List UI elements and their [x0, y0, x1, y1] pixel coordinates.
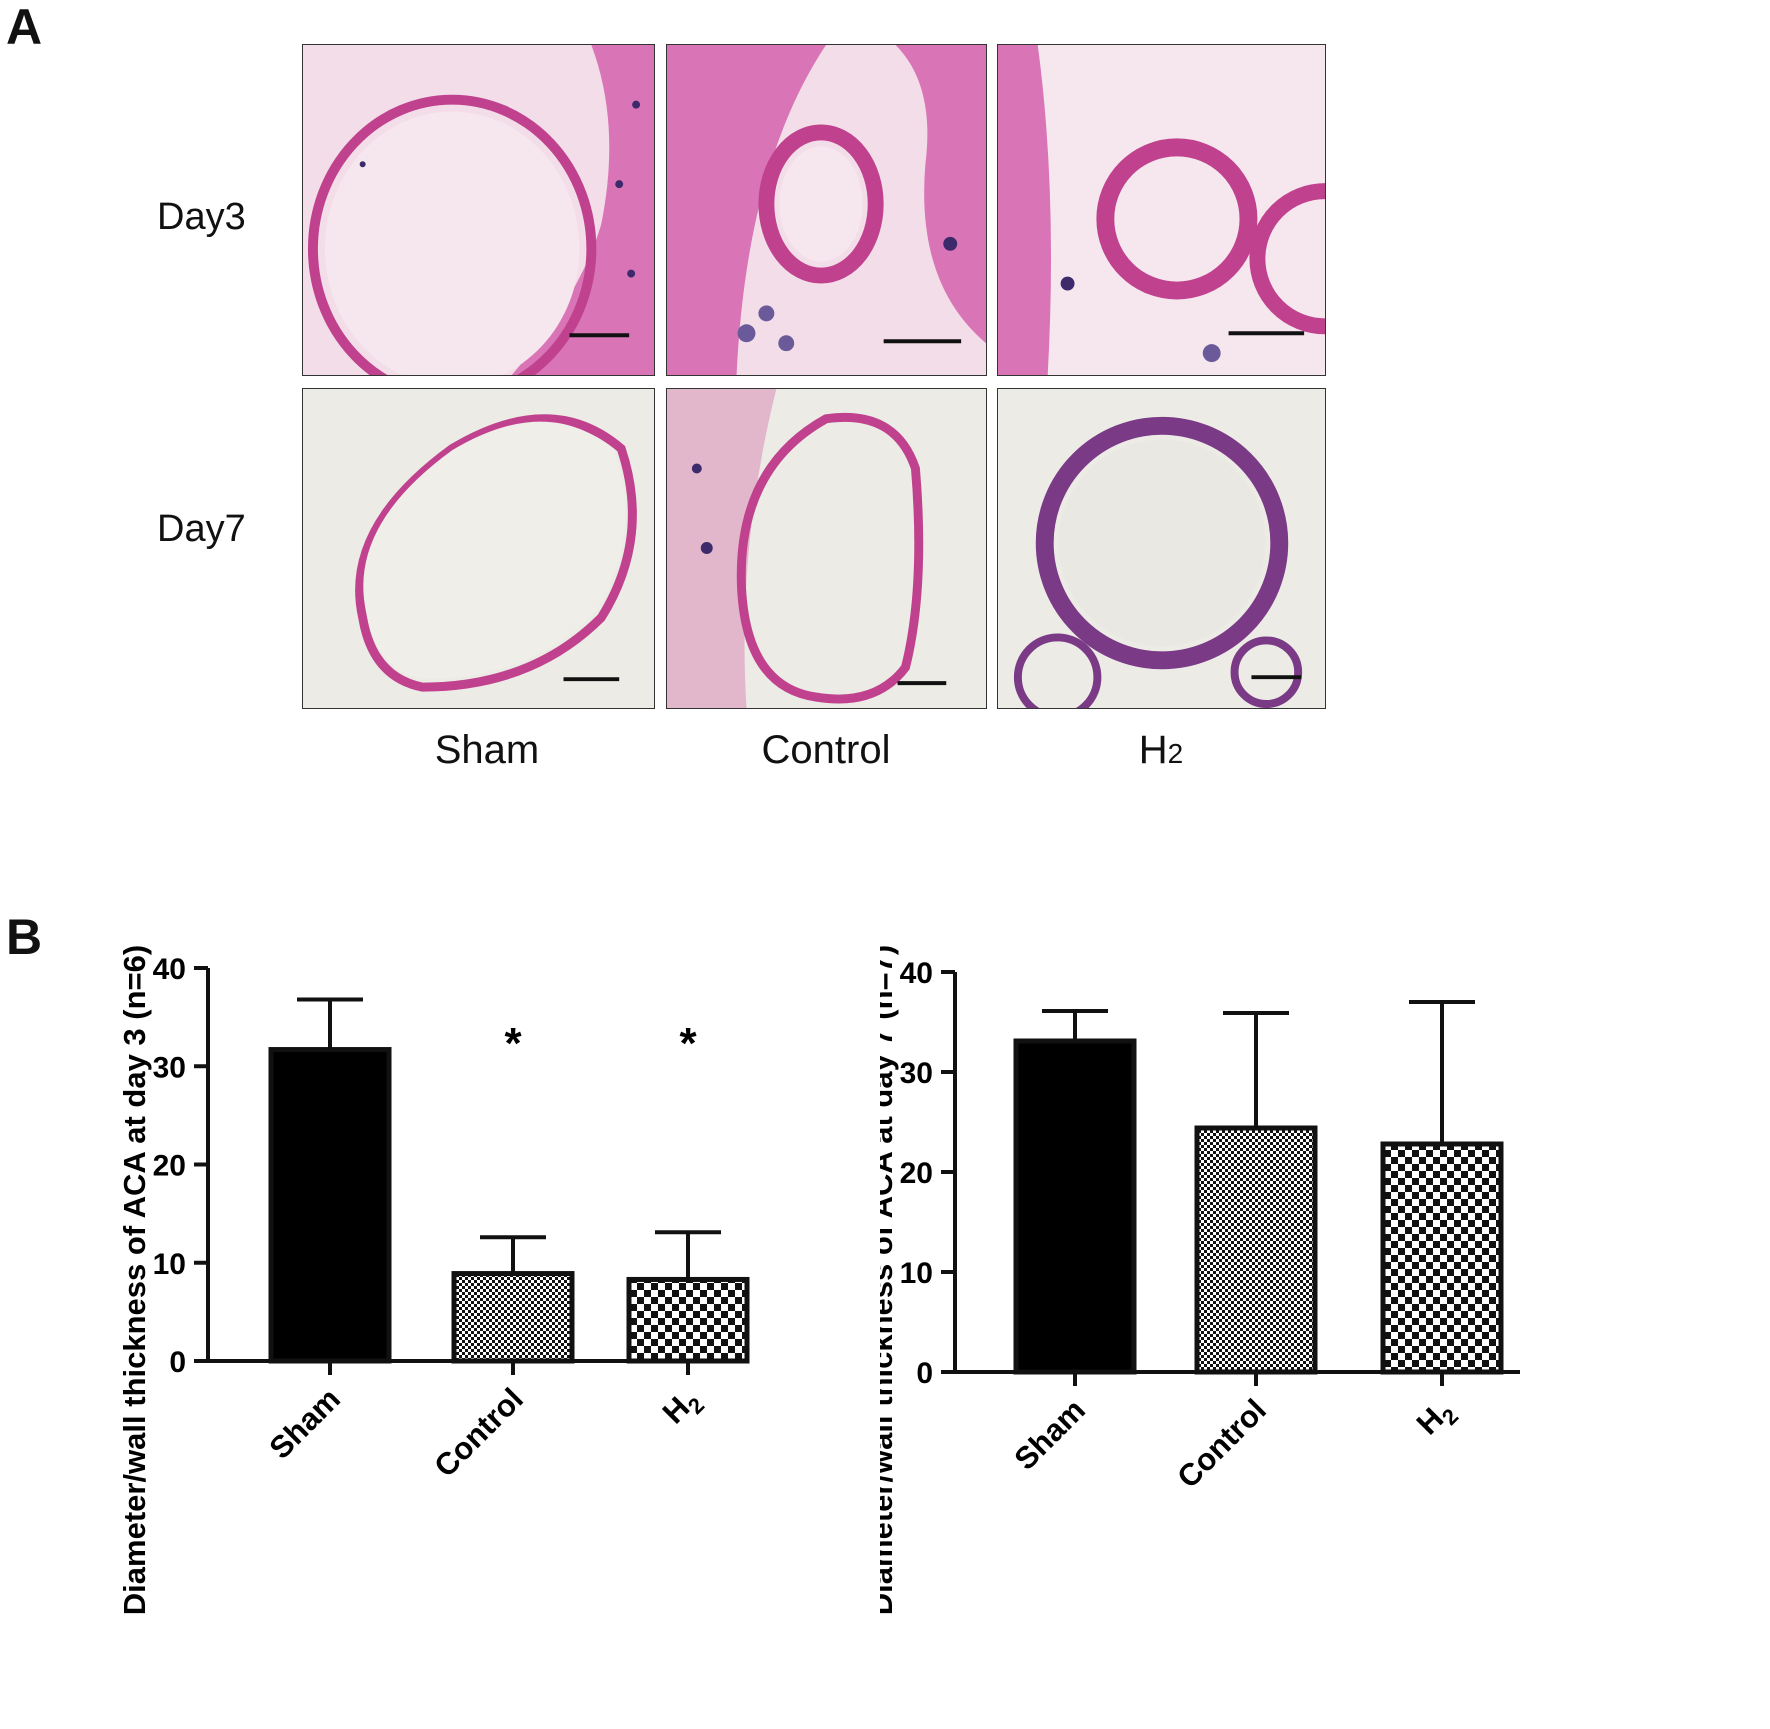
bar-chart-day3: 0 10 20 30 40 Diameter/wall thickness of ACA … [0, 800, 880, 1729]
bar-control [1194, 1125, 1318, 1375]
x-tick-label-h2: H2 [1410, 1392, 1463, 1445]
bar-h2 [626, 1276, 750, 1364]
y-axis-label: Diameter/wall thickness of ACA at day 7 … [880, 945, 899, 1615]
x-tick-label-sham: Sham [263, 1381, 347, 1465]
micrograph-day7-sham [302, 388, 655, 709]
y-tick-label-40: 40 [900, 957, 933, 990]
micrograph-day3-h2 [997, 44, 1326, 376]
column-label-control: Control [761, 728, 891, 772]
panel-b-letter: B [6, 909, 43, 965]
bar-control [451, 1271, 575, 1364]
column-label-h2-base: H [1138, 728, 1168, 772]
y-tick-label-20: 20 [900, 1157, 933, 1190]
significance-marker-h2: * [679, 1019, 697, 1068]
y-tick-label-10: 10 [900, 1257, 933, 1290]
row-label-day3: Day3 [157, 196, 246, 238]
y-tick-label-10: 10 [153, 1248, 186, 1281]
bar-sham [268, 1047, 392, 1364]
x-tick-label-base-sham: Sham [1008, 1392, 1092, 1476]
y-tick-label-0: 0 [916, 1357, 933, 1390]
y-tick-label-30: 30 [900, 1057, 933, 1090]
significance-marker-control: * [504, 1019, 522, 1068]
y-axis-label: Diameter/wall thickness of ACA at day 3 … [117, 945, 152, 1615]
micrograph-day7-control [666, 388, 987, 709]
x-tick-label-h2: H2 [656, 1381, 709, 1434]
micrograph-day3-control [666, 44, 987, 376]
bar-chart-day7: 0 10 20 30 40 Diameter/wall thickness of ACA … [880, 800, 1770, 1729]
row-label-day7: Day7 [157, 508, 246, 550]
column-label-h2: H2 [981, 730, 1341, 770]
x-tick-label-control: Control [427, 1381, 530, 1484]
x-tick-label-base-control: Control [427, 1381, 530, 1484]
micrograph-day3-sham [302, 44, 655, 376]
x-tick-label-base-control: Control [1170, 1392, 1273, 1495]
bar-sham [1013, 1038, 1137, 1375]
panel-a-letter: A [6, 0, 43, 55]
x-tick-label-sham: Sham [1008, 1392, 1092, 1476]
column-label-sham: Sham [434, 728, 540, 772]
micrograph-day7-h2 [997, 388, 1326, 709]
x-tick-label-control: Control [1170, 1392, 1273, 1495]
y-tick-label-20: 20 [153, 1150, 186, 1183]
y-tick-label-0: 0 [169, 1346, 186, 1379]
y-tick-label-30: 30 [153, 1051, 186, 1084]
y-tick-label-40: 40 [153, 953, 186, 986]
bar-h2 [1380, 1141, 1504, 1375]
x-tick-label-base-sham: Sham [263, 1381, 347, 1465]
column-label-h2-subscript: 2 [1167, 738, 1184, 769]
